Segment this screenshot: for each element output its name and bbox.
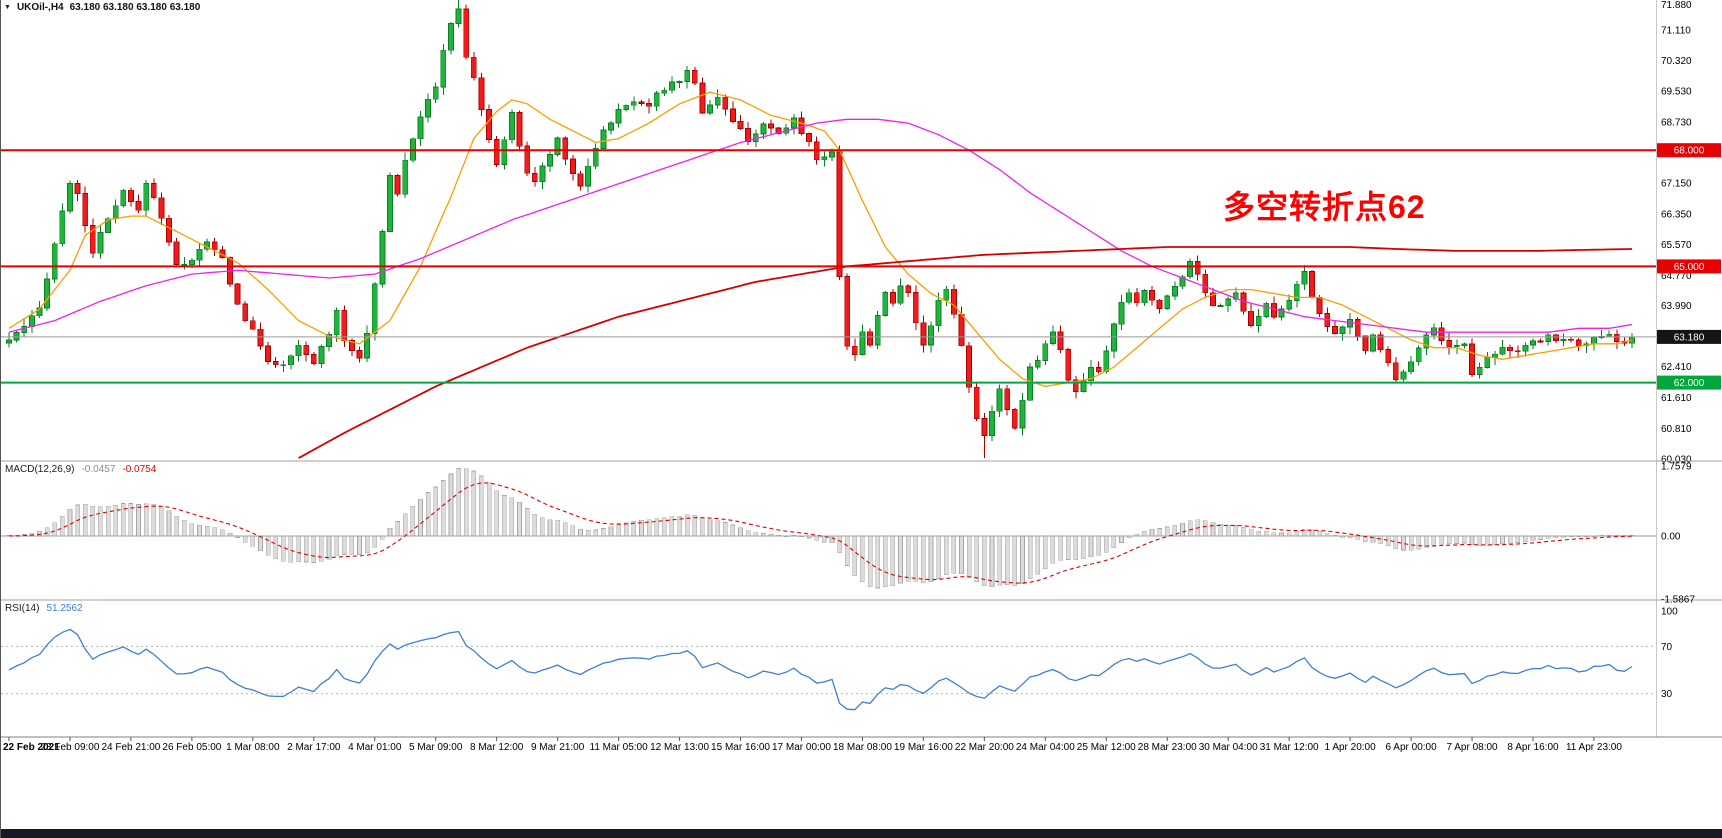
date-label: 15 Mar 16:00 — [711, 742, 770, 753]
macd-panel: 1.7579 0.00 -1.5867 — [1, 460, 1722, 606]
date-label: 11 Apr 23:00 — [1566, 742, 1622, 753]
date-label: 22 Feb 2021 — [3, 742, 60, 753]
price-tick-label: 62.410 — [1661, 362, 1692, 373]
date-label: 24 Mar 04:00 — [1016, 742, 1075, 753]
ma-slow-line[interactable] — [298, 246, 1633, 459]
price-tick-label: 61.610 — [1661, 393, 1692, 404]
rsi-value: 51.2562 — [46, 603, 83, 614]
price-tick-label: 71.110 — [1661, 25, 1691, 36]
date-label: 4 Mar 01:00 — [348, 742, 402, 753]
expand-arrow-icon[interactable]: ▼ — [4, 4, 11, 11]
price-tick-label: 60.030 — [1661, 454, 1692, 465]
macd-tick-label: 1.7579 — [1661, 462, 1692, 473]
price-level-badge: 62.000 — [1674, 378, 1705, 389]
rsi-tick-label: 30 — [1661, 689, 1673, 700]
macd-indicator-label: MACD(12,26,9) -0.0457 -0.0754 — [5, 464, 156, 475]
price-tick-label: 69.530 — [1661, 87, 1692, 98]
main-price-panel — [1, 0, 1656, 459]
macd-tick-label: -1.5867 — [1661, 595, 1695, 606]
price-axis: 71.880 71.110 70.320 69.530 68.730 67.150 66.3… — [1656, 0, 1721, 737]
date-label: 7 Apr 08:00 — [1446, 742, 1498, 753]
symbol-ohlc-readout: ▼ UKOil-,H4 63.180 63.180 63.180 63.180 — [4, 2, 200, 13]
date-label: 25 Mar 12:00 — [1077, 742, 1136, 753]
date-label: 1 Apr 20:00 — [1325, 742, 1377, 753]
date-label: 17 Mar 00:00 — [772, 742, 831, 753]
rsi-line — [8, 628, 1633, 711]
date-label: 12 Mar 13:00 — [650, 742, 709, 753]
price-tick-label: 65.570 — [1661, 240, 1692, 251]
price-level-badge: 63.180 — [1674, 332, 1705, 343]
date-label: 23 Feb 09:00 — [40, 742, 99, 753]
ma-medium-line[interactable] — [8, 118, 1633, 333]
rsi-tick-label: 70 — [1661, 642, 1673, 653]
date-label: 5 Mar 09:00 — [409, 742, 463, 753]
price-tick-label: 66.350 — [1661, 210, 1692, 221]
date-label: 19 Mar 16:00 — [894, 742, 953, 753]
price-tick-label: 68.730 — [1661, 118, 1692, 129]
price-tick-label: 71.880 — [1661, 0, 1692, 11]
date-label: 30 Mar 04:00 — [1199, 742, 1258, 753]
date-label: 11 Mar 05:00 — [590, 742, 649, 753]
date-label: 22 Mar 20:00 — [955, 742, 1014, 753]
date-label: 26 Feb 05:00 — [162, 742, 221, 753]
price-tick-label: 60.810 — [1661, 424, 1692, 435]
date-label: 24 Feb 21:00 — [101, 742, 160, 753]
rsi-name: RSI(14) — [5, 603, 40, 614]
date-label: 2 Mar 17:00 — [287, 742, 341, 753]
symbol-name: UKOil-,H4 — [16, 2, 64, 13]
macd-name: MACD(12,26,9) — [5, 464, 75, 475]
macd-histogram — [6, 468, 1635, 589]
date-label: 6 Apr 00:00 — [1386, 742, 1438, 753]
rsi-tick-label: 100 — [1661, 607, 1678, 618]
rsi-panel: 100 70 30 — [1, 607, 1678, 711]
macd-tick-label: 0.00 — [1661, 532, 1681, 543]
date-label: 31 Mar 12:00 — [1260, 742, 1319, 753]
macd-main-value: -0.0457 — [81, 464, 116, 475]
date-label: 9 Mar 21:00 — [531, 742, 585, 753]
taskbar-strip[interactable] — [1, 829, 1722, 838]
price-tick-label: 64.770 — [1661, 271, 1692, 282]
candles-layer — [6, 0, 1635, 459]
date-label: 1 Mar 08:00 — [226, 742, 280, 753]
ohlc-values: 63.180 63.180 63.180 63.180 — [69, 2, 201, 13]
price-level-badge: 65.000 — [1674, 262, 1705, 273]
price-level-badge: 68.000 — [1674, 146, 1705, 157]
price-tick-label: 63.990 — [1661, 301, 1692, 312]
macd-signal-line — [8, 482, 1633, 584]
date-label: 8 Mar 12:00 — [470, 742, 524, 753]
date-label: 18 Mar 08:00 — [833, 742, 892, 753]
date-label: 8 Apr 16:00 — [1507, 742, 1559, 753]
price-tick-label: 70.320 — [1661, 56, 1692, 67]
date-label: 28 Mar 23:00 — [1138, 742, 1197, 753]
ma-fast-line[interactable] — [8, 91, 1633, 388]
price-tick-label: 67.150 — [1661, 179, 1692, 190]
chart-annotation-text: 多空转折点62 — [1223, 189, 1426, 225]
rsi-indicator-label: RSI(14) 51.2562 — [5, 603, 83, 614]
macd-signal-value: -0.0754 — [122, 464, 157, 475]
